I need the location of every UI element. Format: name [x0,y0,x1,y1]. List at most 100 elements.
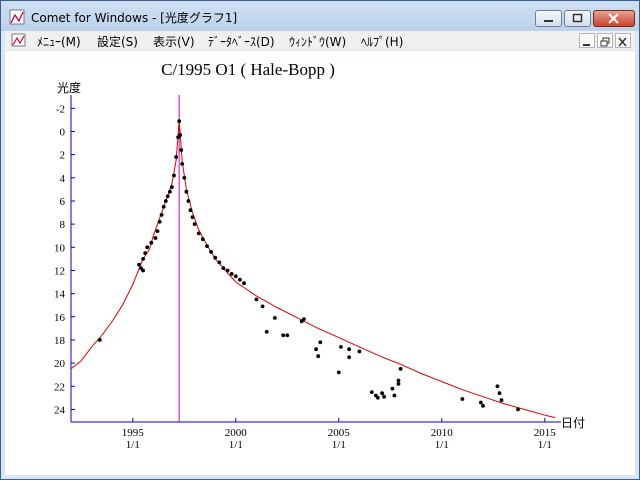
menu-bar: ﾒﾆｭｰ(M) 設定(S) 表示(V) ﾃﾞｰﾀﾍﾞｰｽ(D) ｳｨﾝﾄﾞｳ(W… [5,31,635,50]
observation-point [314,347,318,352]
x-axis-label: 日付 [561,416,585,430]
document-icon[interactable] [11,33,27,48]
y-tick-label: 18 [54,335,66,347]
observation-point [380,391,384,396]
menu-view[interactable]: 表示(V) [153,35,195,49]
observation-point [163,199,168,203]
observation-point [281,333,286,338]
axes: -202468101214161820222419951/120001/1200… [54,95,561,451]
observation-point [155,229,160,234]
menu-settings[interactable]: 設定(S) [97,35,138,49]
observation-point [184,189,189,194]
y-tick-label: 16 [54,312,66,324]
y-tick-label: 8 [60,219,66,231]
light-curve-chart: C/1995 O1 ( Hale-Bopp ) 光度 日付 -202468101… [54,60,585,451]
observation-point [479,400,483,405]
observation-point [225,268,230,273]
x-tick-sublabel: 1/1 [126,439,140,451]
observation-point [264,329,269,334]
mdi-close-button[interactable] [615,33,631,48]
observation-points-layer [97,119,520,412]
observation-point [347,347,351,352]
observation-point [179,148,184,152]
observation-point [347,355,351,360]
observation-point [141,268,146,273]
observation-point [168,189,172,194]
observation-point [153,236,158,240]
observation-point [396,382,401,386]
menu-menu[interactable]: ﾒﾆｭｰ(M) [37,35,81,49]
observation-point [177,119,182,123]
observation-point [390,386,395,391]
observation-point [170,185,174,190]
observation-point [209,250,214,254]
observation-point [229,272,234,276]
mdi-restore-button[interactable] [597,33,613,48]
x-tick-sublabel: 1/1 [332,439,346,451]
menu-help[interactable]: ﾍﾙﾌﾟ(H) [361,35,404,49]
observation-point [141,257,146,261]
observation-point [460,397,465,401]
observation-point [495,384,500,389]
close-button[interactable] [593,10,635,27]
observation-point [318,340,323,345]
x-tick-label: 2005 [328,427,351,439]
observation-point [213,255,218,260]
observation-point [516,407,520,412]
y-axis-label: 光度 [57,80,81,95]
observation-point [137,262,141,267]
y-tick-label: 2 [60,150,66,162]
menu-database[interactable]: ﾃﾞｰﾀﾍﾞｰｽ(D) [208,35,275,49]
observation-point [174,155,179,159]
x-tick-label: 2010 [431,427,454,439]
observation-point [238,277,242,282]
maximize-icon [572,13,583,23]
observation-point [161,204,166,209]
x-tick-sublabel: 1/1 [229,439,243,451]
observation-point [242,281,246,286]
mdi-minimize-button[interactable] [579,33,595,48]
observation-point [369,390,374,394]
observation-point [481,404,485,408]
y-tick-label: 22 [54,381,65,393]
y-tick-label: 0 [60,127,66,139]
minimize-icon [583,44,590,46]
observation-point [336,370,341,375]
title-bar[interactable]: Comet for Windows - [光度グラフ1] [1,1,639,31]
y-tick-label: 12 [54,265,65,277]
observation-point [178,133,183,137]
observation-point [157,219,162,224]
menu-window[interactable]: ｳｨﾝﾄﾞｳ(W) [289,35,347,49]
window-title: Comet for Windows - [光度グラフ1] [31,11,238,25]
observation-point [192,222,197,227]
observation-point [233,274,238,279]
observation-point [339,345,343,349]
observation-point [396,378,401,383]
observation-point [392,393,397,398]
observation-point [497,391,502,396]
y-tick-label: -2 [56,103,65,115]
observation-point [217,260,222,265]
x-tick-label: 2015 [534,427,557,439]
minimize-icon [544,20,553,22]
observation-point [186,199,191,203]
maximize-button[interactable] [564,10,591,27]
observation-point [260,304,265,309]
observation-point [145,245,150,250]
minimize-button[interactable] [535,10,562,27]
close-icon [618,37,627,47]
close-icon [608,13,619,24]
observation-point [149,240,154,245]
x-tick-label: 1995 [122,427,145,439]
observation-point [382,394,386,399]
comet-app-icon [9,9,25,25]
observation-point [376,395,380,400]
observation-point [273,316,277,320]
restore-icon [600,37,610,47]
observation-point [221,266,226,270]
y-tick-label: 20 [54,358,66,370]
observation-point [285,333,290,338]
observation-point [143,251,148,256]
x-tick-label: 2000 [225,427,248,439]
